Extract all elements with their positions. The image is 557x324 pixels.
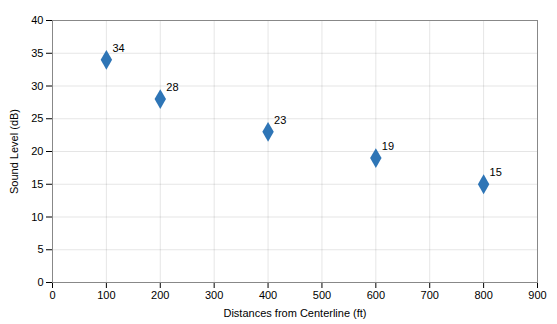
- svg-text:400: 400: [259, 289, 277, 301]
- svg-text:300: 300: [205, 289, 223, 301]
- svg-text:35: 35: [31, 47, 43, 59]
- svg-text:0: 0: [49, 289, 55, 301]
- svg-text:700: 700: [421, 289, 439, 301]
- svg-text:5: 5: [37, 243, 43, 255]
- svg-text:10: 10: [31, 211, 43, 223]
- svg-text:28: 28: [166, 81, 178, 93]
- svg-text:30: 30: [31, 80, 43, 92]
- svg-text:Sound Level (dB): Sound Level (dB): [8, 109, 20, 194]
- svg-text:23: 23: [274, 114, 286, 126]
- svg-text:40: 40: [31, 14, 43, 26]
- svg-text:200: 200: [151, 289, 169, 301]
- svg-text:0: 0: [37, 276, 43, 288]
- svg-text:15: 15: [490, 166, 502, 178]
- svg-text:900: 900: [528, 289, 546, 301]
- svg-text:500: 500: [313, 289, 331, 301]
- svg-text:Distances from Centerline (ft): Distances from Centerline (ft): [223, 307, 366, 319]
- svg-text:100: 100: [97, 289, 115, 301]
- svg-text:25: 25: [31, 112, 43, 124]
- svg-text:34: 34: [112, 42, 124, 54]
- svg-text:15: 15: [31, 178, 43, 190]
- svg-text:19: 19: [382, 140, 394, 152]
- svg-text:600: 600: [367, 289, 385, 301]
- svg-text:20: 20: [31, 145, 43, 157]
- svg-text:800: 800: [474, 289, 492, 301]
